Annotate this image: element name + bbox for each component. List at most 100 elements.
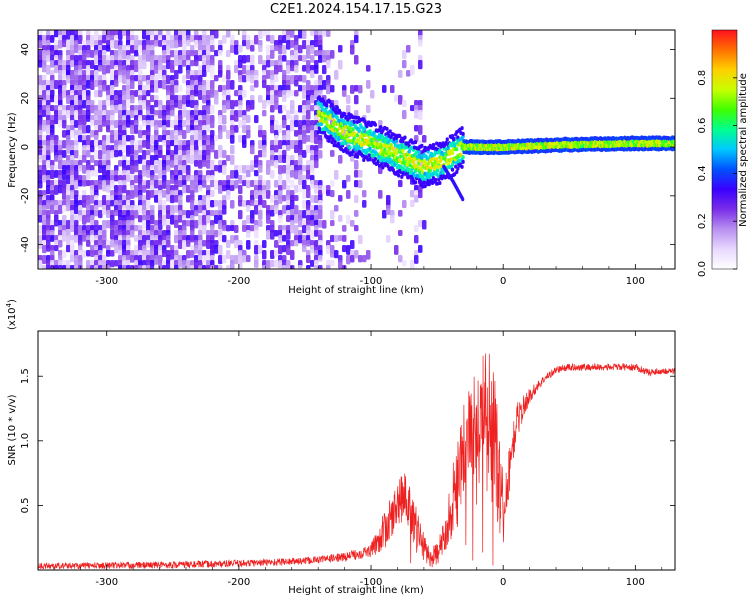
spectrogram-cell [66, 245, 71, 253]
spectrogram-cell [274, 75, 279, 82]
spectrogram-cell [74, 265, 79, 269]
spectrogram-cell [334, 170, 339, 180]
spectrogram-cell [334, 205, 339, 212]
spectrogram-cell [278, 65, 283, 73]
spectrogram-cell [322, 185, 327, 194]
spectrogram-cell [294, 35, 299, 42]
spectrogram-cell [170, 160, 175, 168]
spectrogram-cell [74, 260, 79, 267]
spectrogram-cell [74, 100, 79, 107]
spectrogram-cell [70, 225, 75, 233]
spectrogram-cell [146, 190, 151, 200]
spectrogram-cell [298, 175, 303, 185]
spectrogram-cell [314, 195, 319, 204]
spectrogram-cell [306, 220, 311, 227]
spectrogram-cell [110, 200, 115, 207]
spectrogram-cell [146, 200, 151, 210]
spectrogram-cell [431, 142, 436, 147]
spectrogram-cell [166, 155, 171, 162]
spectrogram-cell [322, 220, 327, 229]
spectrogram-cell [418, 190, 423, 199]
spectrogram-cell [202, 240, 207, 247]
spectrogram-cell [110, 60, 115, 70]
spectrogram-cell [102, 185, 107, 192]
spectrogram-cell [246, 170, 251, 178]
spectrogram-cell [186, 250, 191, 259]
x-tick-label: -200 [228, 276, 251, 287]
spectrogram-cell [170, 110, 175, 117]
spectrogram-cell [38, 40, 43, 49]
spectrogram-cell [134, 90, 139, 97]
spectrogram-cell [278, 90, 283, 97]
spectrogram-cell [343, 112, 347, 117]
spectrogram-cell [206, 105, 211, 115]
spectrogram-cell [202, 125, 207, 132]
spectrogram-cell [142, 215, 147, 222]
spectrogram-cell [142, 255, 147, 262]
spectrogram-cell [270, 260, 275, 268]
spectrogram-cell [90, 50, 95, 58]
spectrogram-cell [437, 177, 441, 182]
spectrogram-cell [238, 185, 243, 195]
spectrogram-cell [270, 145, 275, 152]
spectrogram-cell [142, 185, 147, 193]
spectrogram-cell [186, 155, 191, 164]
spectrogram-cell [102, 35, 107, 44]
spectrogram-cell [178, 215, 183, 223]
spectrogram-cell [66, 175, 71, 185]
spectrogram-cell [234, 225, 239, 233]
spectrogram-cell [82, 115, 87, 125]
spectrogram-cell [330, 85, 335, 93]
spectrogram-cell [222, 165, 227, 175]
spectrogram-cell [254, 160, 259, 168]
spectrogram-cell [66, 260, 71, 267]
spectrogram-cell [398, 70, 403, 78]
spectrogram-cell [254, 80, 259, 88]
spectrogram-cell [455, 147, 459, 152]
spectrogram-cell [178, 130, 183, 137]
spectrogram-cell [62, 140, 67, 149]
spectrogram-cell [402, 100, 407, 108]
spectrogram-cell [86, 180, 91, 187]
spectrogram-cell [250, 200, 255, 207]
spectrogram-cell [118, 50, 123, 57]
spectrogram-cell [174, 190, 179, 197]
spectrogram-cell [94, 140, 99, 148]
spectrogram-cell [294, 140, 299, 147]
spectrogram-cell [290, 200, 295, 210]
spectrogram-cell [226, 80, 231, 90]
spectrogram-cell [334, 235, 339, 243]
spectrogram-cell [298, 45, 303, 54]
spectrogram-cell [282, 95, 287, 103]
spectrogram-cell [150, 190, 155, 198]
spectrogram-cell [330, 150, 335, 157]
spectrogram-cell [182, 110, 187, 118]
spectrogram-cell [326, 60, 331, 69]
spectrogram-cell [436, 168, 440, 173]
spectrogram-cell [214, 265, 219, 269]
spectrogram-cell [402, 260, 407, 267]
spectrogram-cell [50, 190, 55, 197]
spectrogram-cell [90, 235, 95, 243]
spectrogram-cell [274, 145, 279, 153]
spectrogram-cell [50, 170, 55, 180]
spectrogram-cell [250, 100, 255, 110]
spectrogram-cell [138, 250, 143, 257]
spectrogram-cell [373, 157, 377, 162]
spectrogram-cell [294, 185, 299, 193]
spectrogram-cell [110, 225, 115, 232]
spectrogram-cell [138, 215, 143, 223]
spectrogram-cell [178, 85, 183, 92]
spectrogram-cell [290, 125, 295, 132]
spectrogram-cell [146, 50, 151, 57]
spectrogram-cell [198, 40, 203, 47]
spectrogram-cell [162, 120, 167, 127]
spectrogram-cell [250, 145, 255, 155]
spectrogram-cell [138, 265, 143, 269]
spectrogram-cell [98, 255, 103, 262]
spectrogram-cell [246, 40, 251, 50]
spectrogram-cell [182, 165, 187, 174]
spectrogram-cell [46, 160, 51, 169]
spectrogram-cell [210, 70, 215, 79]
spectrogram-cell [146, 265, 151, 269]
